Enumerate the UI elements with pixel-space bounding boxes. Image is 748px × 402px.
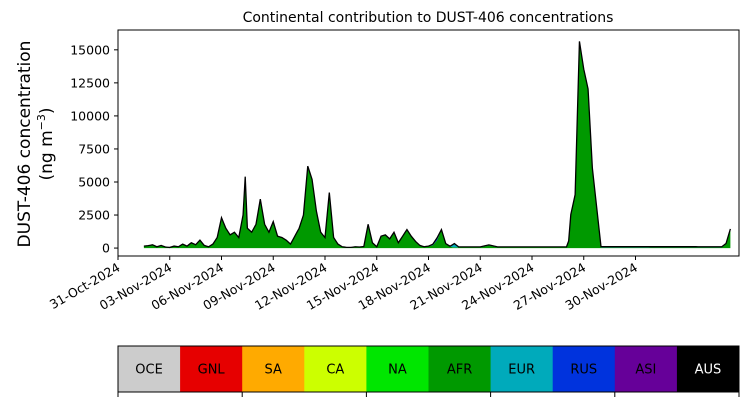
- legend-swatch-na: [366, 346, 429, 392]
- y-tick-label: 12500: [70, 75, 110, 90]
- y-tick-label: 15000: [70, 42, 110, 57]
- legend-label-sa: SA: [265, 363, 282, 378]
- legend-swatch-ca: [304, 346, 367, 392]
- legend: OCE GNL SA CA NA AFR EUR RUS ASI AUS: [117, 345, 740, 397]
- legend-label-aus: AUS: [695, 363, 722, 378]
- total-outline: [143, 41, 732, 249]
- legend-swatch-afr: [428, 346, 492, 392]
- series-area-eur: [143, 41, 731, 248]
- legend-swatch-rus: [552, 346, 616, 392]
- y-tick-label: 2500: [78, 208, 110, 223]
- y-axis-label-unit-exponent: −3: [35, 114, 48, 130]
- y-tick-label: 10000: [70, 108, 110, 123]
- x-axis: 31-Oct-202403-Nov-202406-Nov-202409-Nov-…: [47, 256, 640, 313]
- plot-series: [143, 41, 731, 249]
- legend-label-rus: RUS: [570, 363, 597, 378]
- legend-label-gnl: GNL: [198, 363, 226, 378]
- y-axis-label-unit-prefix: (ng m: [37, 130, 57, 180]
- y-axis-label-line1: DUST-406 concentration: [15, 41, 35, 248]
- legend-label-na: NA: [388, 363, 407, 378]
- legend-frame: [117, 345, 740, 393]
- legend-label-afr: AFR: [447, 363, 472, 378]
- legend-label-ca: CA: [326, 363, 344, 378]
- plot-outline: [143, 41, 732, 249]
- y-axis: 0 2500 5000 7500 10000 12500 15000: [70, 42, 118, 256]
- legend-label-asi: ASI: [635, 363, 656, 378]
- legend-swatch-asi: [614, 346, 678, 392]
- legend-label-eur: EUR: [508, 363, 535, 378]
- series-area-aus: [143, 41, 731, 248]
- y-axis-label: DUST-406 concentration (ng m−3): [15, 41, 57, 248]
- plot-frame: [117, 29, 740, 257]
- series-area-asi: [143, 41, 731, 248]
- legend-label-oce: OCE: [135, 363, 163, 378]
- series-area-afr: [143, 41, 731, 249]
- series-area-rus: [143, 41, 731, 248]
- legend-swatch-gnl: [180, 346, 243, 392]
- legend-swatch-sa: [242, 346, 305, 392]
- y-tick-label: 0: [102, 241, 110, 256]
- legend-swatch-aus: [676, 346, 740, 392]
- chart-title: Continental contribution to DUST-406 con…: [243, 10, 614, 26]
- legend-swatch-oce: [118, 346, 181, 392]
- y-tick-label: 7500: [78, 141, 110, 156]
- y-axis-label-line2: (ng m−3): [35, 107, 57, 180]
- y-tick-label: 5000: [78, 174, 110, 189]
- legend-swatch-eur: [490, 346, 554, 392]
- y-axis-label-unit-suffix: ): [37, 107, 57, 114]
